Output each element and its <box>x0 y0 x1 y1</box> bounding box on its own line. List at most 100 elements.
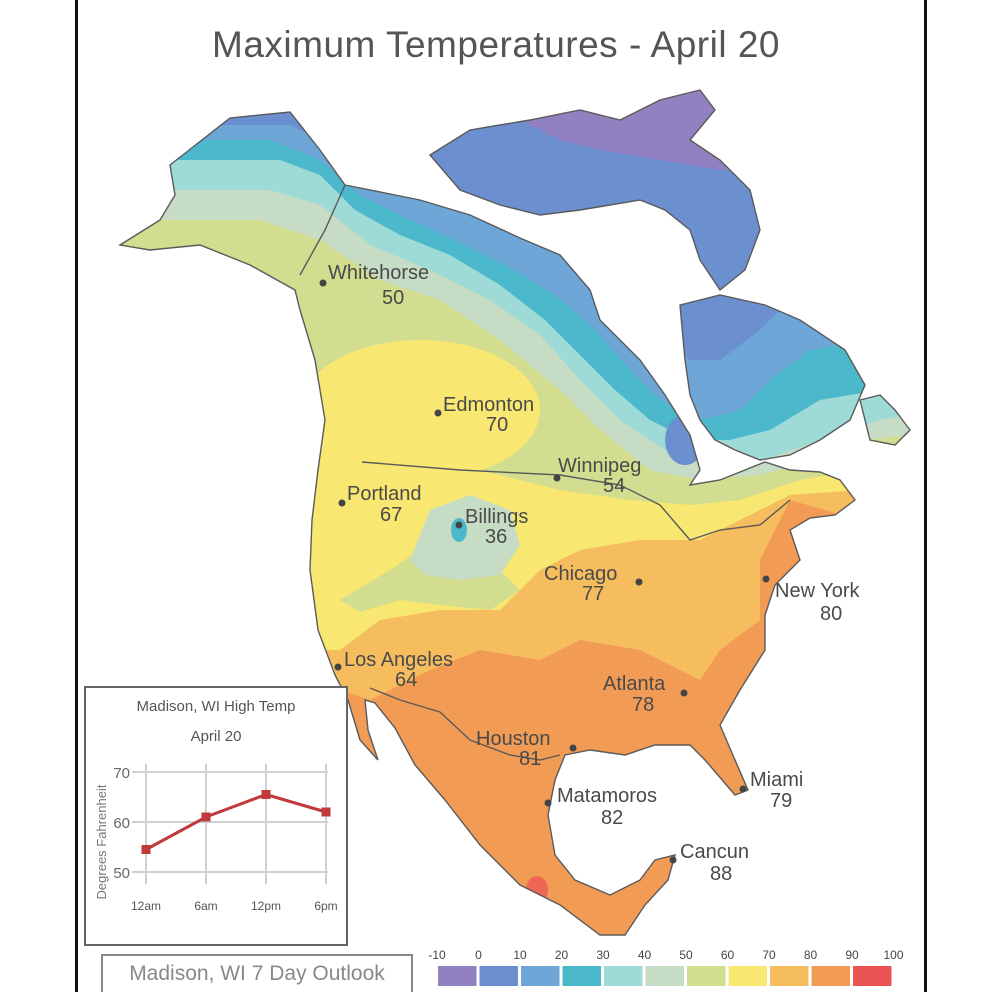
temperature-legend: -10 0 10 20 30 40 50 60 70 80 90 100 <box>428 948 904 986</box>
city-temp: 50 <box>382 287 404 309</box>
contour-billings-core <box>451 518 467 542</box>
legend-swatch <box>562 966 601 986</box>
city-name: Whitehorse <box>328 262 429 284</box>
legend-ticks: -10 0 10 20 30 40 50 60 70 80 90 100 <box>428 948 904 962</box>
city-dot <box>762 575 770 583</box>
city-name: Billings <box>465 506 528 528</box>
city-temp: 88 <box>710 863 732 885</box>
legend-tick-label: 0 <box>475 948 482 962</box>
y-axis-label: Degrees Fahrenheit <box>94 784 109 899</box>
city-new-york: New York 80 <box>762 575 860 625</box>
city-temp: 79 <box>770 790 792 812</box>
city-dot <box>569 744 577 752</box>
frame-left-border <box>75 0 78 992</box>
map-title: Maximum Temperatures - April 20 <box>212 24 780 65</box>
city-los-angeles: Los Angeles 64 <box>334 649 453 691</box>
inset-subtitle: April 20 <box>190 728 242 745</box>
legend-tick-label: 50 <box>679 948 693 962</box>
seven-day-outlook-button[interactable]: Madison, WI 7 Day Outlook <box>101 954 413 992</box>
series-line <box>145 792 327 851</box>
city-temp: 82 <box>601 807 623 829</box>
legend-swatch <box>770 966 809 986</box>
city-name: Portland <box>347 483 422 505</box>
legend-tick-label: 30 <box>596 948 610 962</box>
city-houston: Houston 81 <box>476 728 577 770</box>
inset-line-chart: 50 60 70 12am 6am 12pm 6pm Degrees Fahrenheit <box>94 764 338 913</box>
legend-swatch <box>645 966 684 986</box>
legend-swatch <box>438 966 477 986</box>
x-tick-label: 6am <box>194 899 217 913</box>
city-dot <box>334 663 342 671</box>
city-dot <box>553 474 561 482</box>
city-name: New York <box>775 580 860 602</box>
city-chicago: Chicago 77 <box>544 563 643 605</box>
city-temp: 70 <box>486 414 508 436</box>
city-dot <box>635 578 643 586</box>
legend-tick-label: 40 <box>638 948 652 962</box>
city-miami: Miami 79 <box>739 769 803 812</box>
frame-right-border <box>924 0 927 992</box>
city-dot <box>455 521 463 529</box>
city-dot <box>338 499 346 507</box>
city-temp: 78 <box>632 694 654 716</box>
city-name: Houston <box>476 728 551 750</box>
legend-tick-label: 20 <box>555 948 569 962</box>
city-matamoros: Matamoros 82 <box>544 785 657 829</box>
inset-title: Madison, WI High Temp <box>136 698 296 715</box>
legend-swatch <box>811 966 850 986</box>
madison-inset-chart: Madison, WI High Temp April 20 50 60 70 12a… <box>84 686 348 946</box>
city-name: Los Angeles <box>344 649 453 671</box>
city-temp: 67 <box>380 504 402 526</box>
legend-swatch <box>687 966 726 986</box>
city-dot <box>739 785 747 793</box>
city-temp: 54 <box>603 475 625 497</box>
city-dot <box>544 799 552 807</box>
city-whitehorse: Whitehorse 50 <box>319 262 429 309</box>
city-name: Atlanta <box>603 673 666 695</box>
legend-swatch <box>604 966 643 986</box>
x-tick-label: 12pm <box>251 899 281 913</box>
legend-tick-label: 80 <box>804 948 818 962</box>
city-name: Chicago <box>544 563 617 585</box>
data-point <box>201 812 211 822</box>
city-billings: Billings 36 <box>455 506 528 548</box>
data-point <box>261 790 271 799</box>
city-portland: Portland 67 <box>338 483 422 526</box>
city-markers: Whitehorse 50 Edmonton 70 Winnipeg 54 Po… <box>319 262 860 885</box>
data-point <box>141 845 151 854</box>
legend-swatches <box>438 966 892 986</box>
country-outlines <box>118 89 911 936</box>
legend-tick-label: 60 <box>721 948 735 962</box>
city-name: Cancun <box>680 841 749 863</box>
city-temp: 64 <box>395 669 417 691</box>
contour-edmonton-warm <box>300 340 540 480</box>
city-name: Matamoros <box>557 785 657 807</box>
city-dot <box>680 689 688 697</box>
data-point <box>321 807 331 817</box>
legend-swatch <box>728 966 767 986</box>
legend-tick-label: 100 <box>883 948 903 962</box>
city-temp: 81 <box>519 748 541 770</box>
legend-swatch <box>521 966 560 986</box>
legend-tick-label: 90 <box>845 948 859 962</box>
city-dot <box>434 409 442 417</box>
y-tick-label: 60 <box>113 815 130 832</box>
contour-hudson-cold <box>665 415 705 465</box>
city-name: Miami <box>750 769 803 791</box>
city-name: Winnipeg <box>558 455 641 477</box>
city-edmonton: Edmonton 70 <box>434 394 534 436</box>
city-cancun: Cancun 88 <box>669 841 749 885</box>
city-temp: 80 <box>820 603 842 625</box>
y-tick-label: 50 <box>113 865 130 882</box>
legend-tick-label: -10 <box>428 948 446 962</box>
y-tick-label: 70 <box>113 765 130 782</box>
legend-swatch <box>853 966 892 986</box>
x-tick-label: 12am <box>131 899 161 913</box>
legend-swatch <box>479 966 518 986</box>
city-winnipeg: Winnipeg 54 <box>553 455 641 497</box>
legend-tick-label: 70 <box>762 948 776 962</box>
city-temp: 36 <box>485 526 507 548</box>
city-name: Edmonton <box>443 394 534 416</box>
city-temp: 77 <box>582 583 604 605</box>
x-tick-label: 6pm <box>314 899 337 913</box>
